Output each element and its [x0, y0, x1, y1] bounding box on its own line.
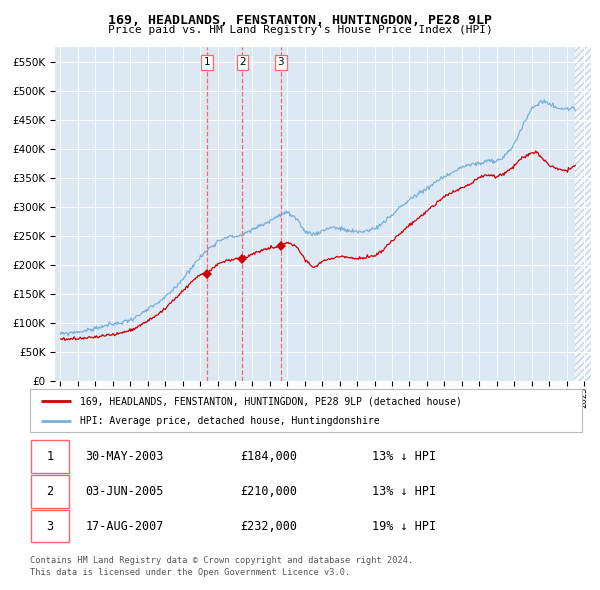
Text: This data is licensed under the Open Government Licence v3.0.: This data is licensed under the Open Gov…: [30, 568, 350, 576]
Text: 2: 2: [239, 57, 246, 67]
FancyBboxPatch shape: [31, 475, 68, 507]
Text: 1: 1: [46, 450, 53, 463]
Text: 2: 2: [46, 484, 53, 498]
FancyBboxPatch shape: [30, 389, 582, 432]
Text: 3: 3: [46, 520, 53, 533]
Text: 1: 1: [204, 57, 211, 67]
Text: 30-MAY-2003: 30-MAY-2003: [85, 450, 164, 463]
Text: £210,000: £210,000: [240, 484, 297, 498]
Text: 17-AUG-2007: 17-AUG-2007: [85, 520, 164, 533]
Text: £184,000: £184,000: [240, 450, 297, 463]
Text: 169, HEADLANDS, FENSTANTON, HUNTINGDON, PE28 9LP: 169, HEADLANDS, FENSTANTON, HUNTINGDON, …: [108, 14, 492, 27]
Text: Price paid vs. HM Land Registry's House Price Index (HPI): Price paid vs. HM Land Registry's House …: [107, 25, 493, 35]
Text: Contains HM Land Registry data © Crown copyright and database right 2024.: Contains HM Land Registry data © Crown c…: [30, 556, 413, 565]
FancyBboxPatch shape: [31, 510, 68, 542]
FancyBboxPatch shape: [31, 440, 68, 473]
Text: 13% ↓ HPI: 13% ↓ HPI: [372, 450, 436, 463]
Text: 169, HEADLANDS, FENSTANTON, HUNTINGDON, PE28 9LP (detached house): 169, HEADLANDS, FENSTANTON, HUNTINGDON, …: [80, 396, 461, 407]
Text: 19% ↓ HPI: 19% ↓ HPI: [372, 520, 436, 533]
Text: HPI: Average price, detached house, Huntingdonshire: HPI: Average price, detached house, Hunt…: [80, 417, 379, 426]
Bar: [575, 47, 591, 381]
Text: 3: 3: [278, 57, 284, 67]
Text: 03-JUN-2005: 03-JUN-2005: [85, 484, 164, 498]
Text: £232,000: £232,000: [240, 520, 297, 533]
Text: 13% ↓ HPI: 13% ↓ HPI: [372, 484, 436, 498]
Bar: [575, 47, 591, 381]
